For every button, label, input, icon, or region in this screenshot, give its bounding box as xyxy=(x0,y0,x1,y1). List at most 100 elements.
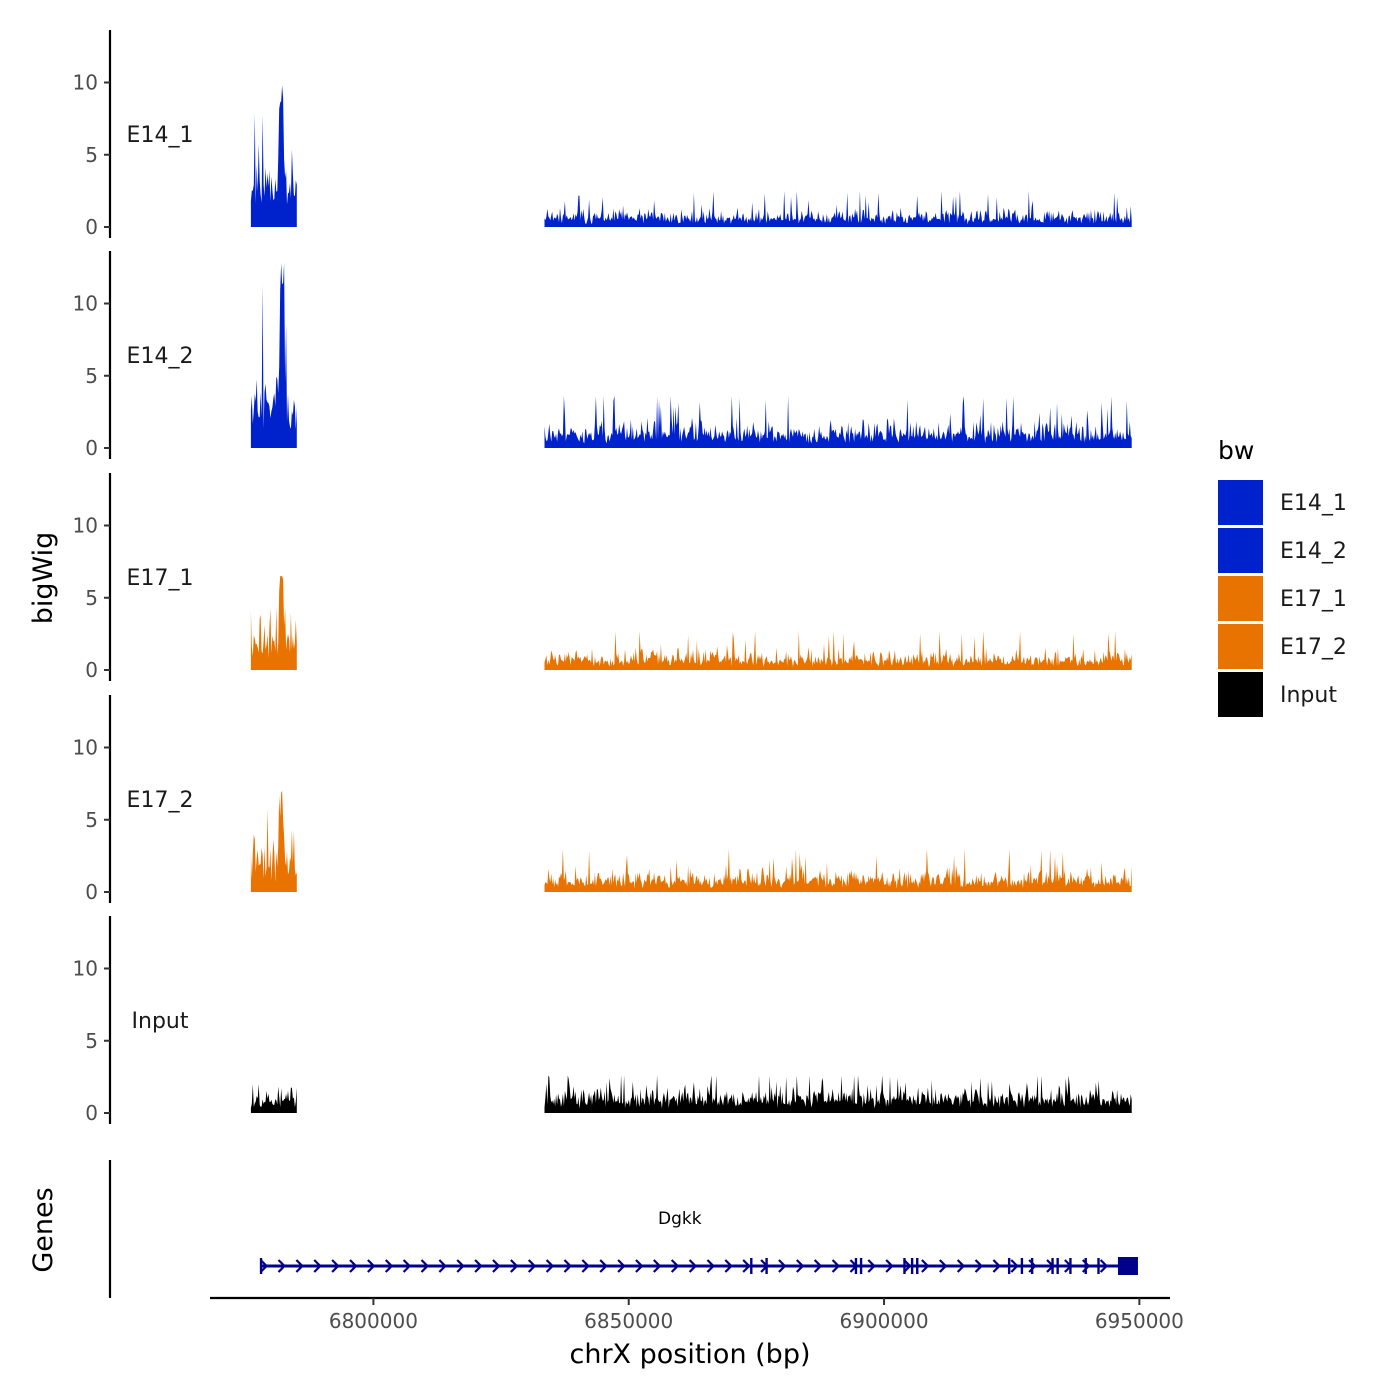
exon-mark xyxy=(910,1258,914,1274)
legend-label-E14_2: E14_2 xyxy=(1280,539,1347,564)
track-label: E14_2 xyxy=(127,344,194,369)
x-tick-label: 6900000 xyxy=(840,1309,929,1333)
exon-mark xyxy=(1084,1258,1087,1274)
track-label: E14_1 xyxy=(127,123,194,148)
exon-mark xyxy=(1051,1258,1054,1274)
strand-arrow xyxy=(831,1259,841,1273)
strand-arrow xyxy=(921,1259,930,1273)
signal-area-region-2 xyxy=(544,631,1132,670)
strand-arrow xyxy=(956,1259,966,1273)
strand-arrow xyxy=(670,1259,680,1273)
genes-panel: Dgkk xyxy=(108,1160,1138,1298)
strand-arrow xyxy=(581,1259,590,1273)
track-Input: 0 5 10 Input xyxy=(73,916,1132,1125)
strand-arrow xyxy=(617,1259,626,1273)
exon-mark xyxy=(1030,1258,1034,1274)
exon-mark xyxy=(750,1258,753,1274)
legend-swatch-E14_1 xyxy=(1218,480,1263,525)
y-tick-label: 0 xyxy=(85,658,98,682)
strand-arrow xyxy=(653,1259,662,1273)
signal-area-region-1 xyxy=(250,263,297,448)
strand-arrow xyxy=(510,1259,519,1273)
legend-label-E14_1: E14_1 xyxy=(1280,491,1347,516)
strand-arrow xyxy=(313,1259,322,1273)
legend: bw E14_1 E14_2 E17_1 E17_2 Input xyxy=(1218,436,1347,717)
y-tick-label: 5 xyxy=(85,808,98,832)
strand-arrow xyxy=(1099,1259,1109,1273)
signal-area-region-2 xyxy=(544,848,1132,892)
strand-arrow xyxy=(885,1259,894,1273)
strand-arrow xyxy=(813,1259,823,1273)
exon-mark xyxy=(859,1258,863,1274)
strand-arrow xyxy=(259,1259,269,1273)
x-axis-title: chrX position (bp) xyxy=(569,1339,810,1370)
track-E17_1: 0 5 10 E17_1 xyxy=(73,473,1132,682)
strand-arrow xyxy=(349,1259,358,1273)
y-tick-label: 10 xyxy=(73,71,98,95)
strand-arrow xyxy=(796,1259,805,1273)
strand-arrow xyxy=(492,1259,501,1273)
y-tick-label: 5 xyxy=(85,143,98,167)
y-tick-label: 0 xyxy=(85,215,98,239)
exon-mark xyxy=(1020,1258,1024,1274)
track-label: Input xyxy=(132,1009,189,1034)
strand-arrow xyxy=(1010,1259,1019,1273)
strand-arrow xyxy=(778,1259,787,1273)
exon-mark xyxy=(1056,1258,1059,1274)
exon-mark-utr xyxy=(1117,1257,1138,1275)
strand-arrow xyxy=(563,1259,573,1273)
y-tick-label: 10 xyxy=(73,514,98,538)
genes-axis-title: Genes xyxy=(28,1187,59,1272)
y-tick-label: 0 xyxy=(85,1101,98,1125)
y-tick-label: 0 xyxy=(85,436,98,460)
strand-arrow xyxy=(706,1259,715,1273)
y-tick-label: 5 xyxy=(85,586,98,610)
signal-area-region-2 xyxy=(544,396,1132,448)
x-tick-label: 6850000 xyxy=(584,1309,673,1333)
y-tick-label: 10 xyxy=(73,292,98,316)
legend-swatch-Input xyxy=(1218,672,1263,717)
signal-area-region-2 xyxy=(544,190,1132,227)
y-axis-title: bigWig xyxy=(28,532,59,625)
strand-arrow xyxy=(903,1259,912,1273)
strand-arrow xyxy=(742,1259,751,1273)
strand-arrow xyxy=(402,1259,412,1273)
x-tick-label: 6950000 xyxy=(1095,1309,1184,1333)
tracks-panel: 0 5 10 E14_1 0 5 10 E14_2 0 5 10 E17_1 0 5 10 E17_2 0 5 10… xyxy=(73,30,1132,1125)
strand-arrow xyxy=(367,1259,376,1273)
strand-arrow xyxy=(867,1259,876,1273)
track-label: E17_1 xyxy=(127,566,194,591)
signal-area-region-1 xyxy=(250,576,297,670)
track-E14_2: 0 5 10 E14_2 xyxy=(73,251,1132,460)
x-axis: 6800000 6850000 6900000 6950000 xyxy=(210,1296,1184,1333)
strand-arrow xyxy=(474,1259,483,1273)
strand-arrow xyxy=(438,1259,447,1273)
y-tick-label: 10 xyxy=(73,957,98,981)
strand-arrow xyxy=(331,1259,340,1273)
strand-arrow xyxy=(599,1259,608,1273)
strand-arrow xyxy=(295,1259,304,1273)
x-tick-label: 6800000 xyxy=(329,1309,418,1333)
legend-label-Input: Input xyxy=(1280,683,1337,708)
signal-area-region-1 xyxy=(250,790,297,892)
strand-arrow xyxy=(384,1259,394,1273)
y-tick-label: 10 xyxy=(73,736,98,760)
strand-arrow xyxy=(992,1259,1001,1273)
track-E14_1: 0 5 10 E14_1 xyxy=(73,30,1132,239)
strand-arrow xyxy=(724,1259,733,1273)
strand-arrow xyxy=(277,1259,287,1273)
track-label: E17_2 xyxy=(127,788,194,813)
y-tick-label: 5 xyxy=(85,364,98,388)
strand-arrow xyxy=(545,1259,555,1273)
exon-mark xyxy=(765,1258,768,1274)
exon-mark xyxy=(854,1258,858,1274)
exon-mark xyxy=(259,1258,263,1274)
legend-swatch-E14_2 xyxy=(1218,528,1263,573)
exon-mark xyxy=(1069,1258,1072,1274)
y-tick-label: 5 xyxy=(85,1029,98,1053)
track-E17_2: 0 5 10 E17_2 xyxy=(73,695,1132,904)
legend-swatch-E17_2 xyxy=(1218,624,1263,669)
gene-name-label: Dgkk xyxy=(658,1209,702,1229)
strand-arrow xyxy=(456,1259,465,1273)
